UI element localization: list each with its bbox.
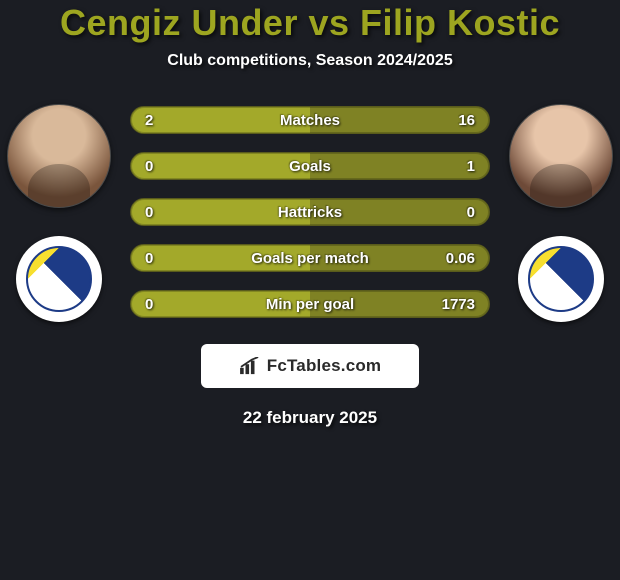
stat-label: Hattricks bbox=[205, 204, 415, 221]
stat-right-value: 0.06 bbox=[415, 250, 475, 267]
stat-right-value: 1773 bbox=[415, 296, 475, 313]
stat-left-value: 0 bbox=[145, 296, 205, 313]
stat-label: Matches bbox=[205, 112, 415, 129]
page-title: Cengiz Under vs Filip Kostic bbox=[0, 2, 620, 44]
player1-avatar bbox=[7, 104, 111, 208]
left-column bbox=[0, 98, 118, 322]
stat-bar: 0Goals1 bbox=[130, 152, 490, 180]
site-logo: FcTables.com bbox=[201, 344, 419, 388]
stat-bar: 0Min per goal1773 bbox=[130, 290, 490, 318]
club-badge-art bbox=[528, 246, 594, 312]
stat-left-value: 0 bbox=[145, 250, 205, 267]
stat-label: Goals bbox=[205, 158, 415, 175]
chart-icon bbox=[239, 357, 261, 375]
stat-left-value: 0 bbox=[145, 158, 205, 175]
stat-right-value: 1 bbox=[415, 158, 475, 175]
subtitle: Club competitions, Season 2024/2025 bbox=[0, 52, 620, 70]
comparison-card: Cengiz Under vs Filip Kostic Club compet… bbox=[0, 0, 620, 428]
right-column bbox=[502, 98, 620, 322]
stat-bar: 0Hattricks0 bbox=[130, 198, 490, 226]
player2-avatar bbox=[509, 104, 613, 208]
content-row: 2Matches160Goals10Hattricks00Goals per m… bbox=[0, 98, 620, 322]
stat-label: Min per goal bbox=[205, 296, 415, 313]
stat-right-value: 16 bbox=[415, 112, 475, 129]
stat-left-value: 0 bbox=[145, 204, 205, 221]
stat-bar: 2Matches16 bbox=[130, 106, 490, 134]
stat-bar: 0Goals per match0.06 bbox=[130, 244, 490, 272]
site-logo-text: FcTables.com bbox=[267, 356, 382, 376]
date-text: 22 february 2025 bbox=[0, 408, 620, 428]
stat-bars: 2Matches160Goals10Hattricks00Goals per m… bbox=[118, 98, 502, 318]
club-badge-art bbox=[26, 246, 92, 312]
player2-club-badge bbox=[518, 236, 604, 322]
stat-label: Goals per match bbox=[205, 250, 415, 267]
stat-left-value: 2 bbox=[145, 112, 205, 129]
player1-club-badge bbox=[16, 236, 102, 322]
stat-right-value: 0 bbox=[415, 204, 475, 221]
